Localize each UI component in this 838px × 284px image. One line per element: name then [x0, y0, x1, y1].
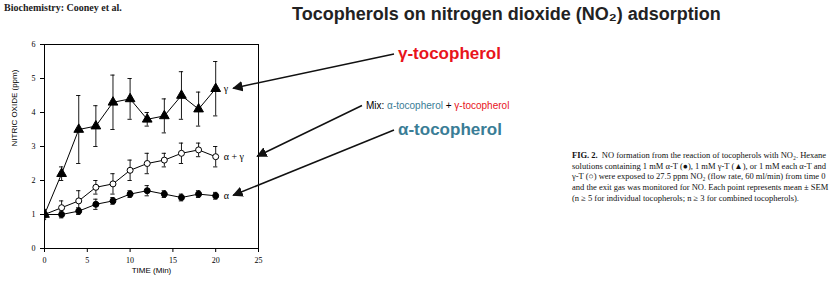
- svg-text:5: 5: [85, 256, 89, 265]
- svg-text:6: 6: [32, 40, 36, 49]
- svg-text:10: 10: [126, 256, 134, 265]
- svg-text:0: 0: [43, 256, 47, 265]
- svg-text:α + γ: α + γ: [224, 151, 245, 162]
- svg-text:α: α: [224, 190, 230, 201]
- svg-text:15: 15: [169, 256, 177, 265]
- svg-text:0: 0: [32, 244, 36, 253]
- html-text:α-tocopherol: α-tocopherol: [398, 120, 502, 139]
- svg-text:1: 1: [32, 210, 36, 219]
- svg-text:TIME (Min): TIME (Min): [132, 266, 172, 275]
- html-text:Tocopherols on nitrogen dioxid: Tocopherols on nitrogen dioxide (NO₂) ad…: [292, 4, 721, 24]
- html-text:Mix: α-tocopherol + γ-tocopher: Mix: α-tocopherol + γ-tocopherol: [366, 100, 510, 111]
- html-text:γ-tocopherol: γ-tocopherol: [398, 44, 501, 63]
- svg-text:3: 3: [32, 142, 36, 151]
- svg-text:γ: γ: [223, 83, 229, 94]
- svg-text:2: 2: [32, 176, 36, 185]
- svg-text:NITRIC OXIDE (ppm): NITRIC OXIDE (ppm): [10, 69, 19, 146]
- html-text:FIG. 2. NO formation from the: FIG. 2. NO formation from the reaction o…: [572, 150, 829, 203]
- svg-text:5: 5: [32, 74, 36, 83]
- svg-text:20: 20: [212, 256, 220, 265]
- svg-text:25: 25: [255, 256, 263, 265]
- html-text:Biochemistry: Cooney et al.: Biochemistry: Cooney et al.: [4, 2, 122, 13]
- svg-text:4: 4: [32, 108, 36, 117]
